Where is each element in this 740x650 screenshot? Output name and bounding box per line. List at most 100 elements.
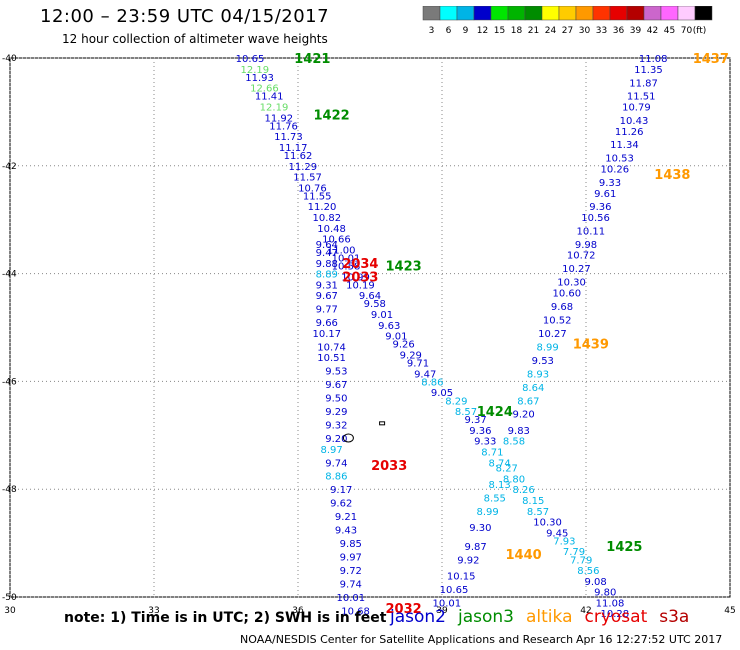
pass-label: 1439 [573, 338, 609, 353]
swh-value: 9.30 [469, 523, 491, 534]
swh-value: 10.30 [557, 278, 586, 289]
scale-label: 39 [630, 26, 642, 36]
pass-label: 1421 [294, 52, 330, 67]
scale-label: 36 [613, 26, 625, 36]
satellite-legend: jason2 jason3 altika cryosat s3a [390, 607, 701, 627]
swh-value: 8.57 [527, 507, 549, 518]
swh-value: 8.26 [512, 485, 534, 496]
swh-value: 8.74 [488, 458, 510, 469]
pass-label: 1425 [606, 540, 642, 555]
swh-value: 11.51 [627, 92, 656, 103]
swh-value: 8.56 [577, 566, 599, 577]
swh-value: 8.71 [481, 447, 503, 458]
scale-label: 24 [545, 26, 557, 36]
satellite-cryosat: cryosat [584, 607, 648, 627]
swh-value: 8.86 [325, 472, 347, 483]
page-title: 12:00 – 23:59 UTC 04/15/2017 [40, 6, 330, 27]
x-tick-label: 36 [292, 606, 304, 616]
y-tick-label: -48 [2, 485, 17, 495]
swh-value: 10.56 [581, 213, 610, 224]
swh-value: 11.76 [269, 121, 298, 132]
swh-value: 9.43 [335, 526, 357, 537]
pass-label: 2032 [386, 602, 422, 617]
swh-value: 9.17 [330, 485, 352, 496]
swh-value: 9.53 [325, 367, 347, 378]
swh-value: 12.19 [240, 65, 269, 76]
swh-value: 9.64 [316, 240, 338, 251]
swh-value: 9.29 [400, 350, 422, 361]
swh-value: 9.01 [371, 310, 393, 321]
swh-value: 8.89 [316, 270, 338, 281]
swh-value: 8.29 [445, 396, 467, 407]
scale-label: 21 [528, 26, 539, 36]
swh-value: 10.01 [432, 598, 461, 609]
swh-value: 9.01 [385, 332, 407, 343]
swh-value: 11.34 [610, 140, 639, 151]
swh-value: 10.60 [552, 288, 581, 299]
scale-label: 12 [477, 26, 488, 36]
swh-value: 10.58 [332, 262, 361, 273]
swh-value: 10.72 [567, 251, 596, 262]
swh-value: 9.32 [325, 421, 347, 432]
scale-label: 15 [494, 26, 505, 36]
swh-value: 9.74 [340, 580, 362, 591]
satellite-jason2: jason2 [390, 607, 446, 627]
swh-value: 9.66 [316, 318, 338, 329]
swh-value: 8.67 [517, 396, 539, 407]
swh-value: 8.55 [484, 493, 506, 504]
color-scale-legend: 3 6 9 12 15 18 21 24 27 30 33 36 39 42 45 70 (ft) [422, 6, 713, 36]
swh-value: 10.53 [605, 154, 634, 165]
swh-value: 10.99 [341, 272, 370, 283]
swh-value: 9.68 [551, 302, 573, 313]
scale-label: 70 [681, 26, 693, 36]
swh-value: 9.53 [532, 356, 554, 367]
swh-value: 9.33 [599, 178, 621, 189]
swh-value: 9.05 [431, 388, 453, 399]
swh-value: 11.57 [293, 173, 322, 184]
scale-label: 27 [562, 26, 573, 36]
y-tick-label: -50 [2, 593, 17, 603]
x-tick-label: 45 [724, 606, 735, 616]
pass-label: 1424 [477, 405, 513, 420]
swh-value: 10.19 [346, 280, 375, 291]
swh-value: 9.98 [575, 240, 597, 251]
scale-label: 9 [463, 26, 469, 36]
scale-label: 33 [596, 26, 607, 36]
swh-value: 8.80 [503, 474, 525, 485]
swh-value: 9.85 [340, 539, 362, 550]
y-tick-label: -44 [2, 270, 17, 280]
swh-value: 9.74 [325, 458, 347, 469]
swh-value: 9.31 [316, 280, 338, 291]
swh-value: 11.00 [327, 245, 356, 256]
swh-value: 12.19 [260, 103, 289, 114]
pass-label: 1423 [386, 260, 422, 275]
swh-value: 10.15 [447, 571, 476, 582]
scale-label: 30 [579, 26, 591, 36]
swh-value: 9.72 [340, 566, 362, 577]
y-tick-label: -46 [2, 377, 17, 387]
swh-value: 8.97 [320, 445, 342, 456]
swh-value: 9.33 [474, 437, 496, 448]
footer-agency: NOAA/NESDIS Center for Satellite Applica… [240, 633, 574, 646]
scale-label: 18 [511, 26, 523, 36]
swh-value: 10.43 [620, 116, 649, 127]
x-tick-label: 30 [4, 606, 16, 616]
x-tick-label: 39 [436, 606, 448, 616]
pass-label: 1437 [693, 52, 729, 67]
swh-value: 8.86 [421, 377, 443, 388]
swh-value: 8.99 [536, 342, 558, 353]
swh-value: 9.61 [594, 189, 616, 200]
swh-value: 8.57 [455, 407, 477, 418]
swh-value: 9.92 [457, 555, 479, 566]
swh-value: 10.01 [336, 593, 365, 604]
pass-label: 1422 [314, 109, 350, 124]
swh-value: 7.79 [563, 547, 585, 558]
plot-frame [9, 57, 731, 598]
swh-value: 9.29 [325, 407, 347, 418]
swh-value: 10.27 [562, 264, 591, 275]
swh-value: 9.47 [316, 248, 338, 259]
swh-value: 11.41 [255, 92, 284, 103]
scale-label: 45 [664, 26, 675, 36]
swh-value: 10.11 [576, 226, 605, 237]
